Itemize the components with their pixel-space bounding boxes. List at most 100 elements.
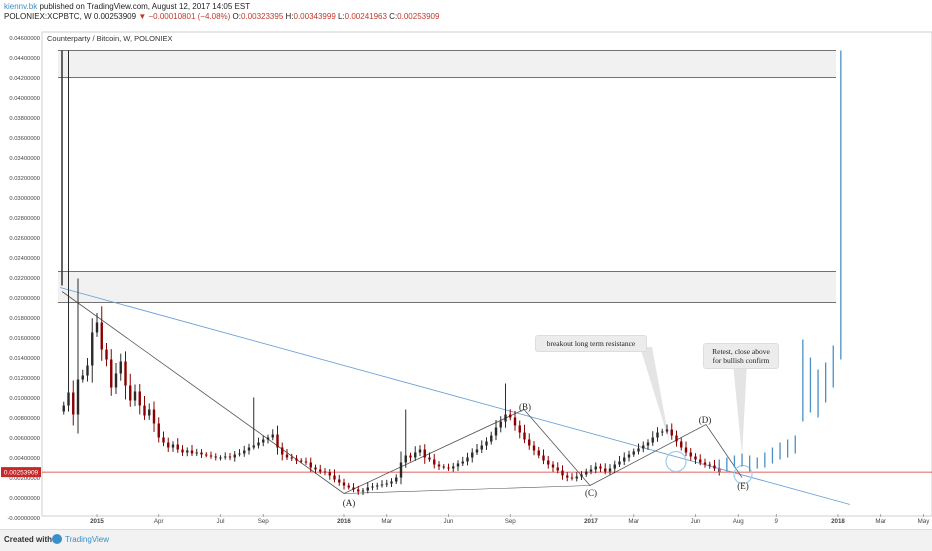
- y-tick-label: 0.02600000: [9, 236, 40, 242]
- candle-body: [91, 332, 94, 366]
- candle-body: [285, 454, 289, 458]
- candle-body: [76, 379, 80, 415]
- candle-body: [300, 460, 303, 462]
- candle-body: [523, 432, 526, 440]
- wave-label: (A): [343, 498, 356, 508]
- annotation-retest: Retest, close above for bullish confirm: [703, 343, 779, 369]
- candle-body: [133, 391, 137, 401]
- candle-body: [247, 447, 251, 451]
- y-tick-label: 0.00400000: [9, 456, 40, 462]
- candle-body: [252, 445, 255, 448]
- candle-body: [708, 464, 711, 466]
- footer-bar: Created with TradingView: [0, 529, 932, 551]
- low-value: 0.00241963: [344, 12, 387, 21]
- candle-body: [651, 437, 654, 443]
- candle-body: [148, 409, 151, 416]
- candle-body: [257, 442, 260, 446]
- candle-body: [190, 450, 194, 454]
- long-term-trendline: [59, 287, 851, 505]
- y-tick-label: 0.00800000: [9, 416, 40, 422]
- candle-body: [352, 487, 355, 490]
- candle-body: [276, 434, 279, 448]
- x-tick-label: Mar: [628, 518, 639, 525]
- candle-body: [561, 470, 564, 476]
- wave-label: (C): [585, 488, 597, 498]
- candle-body: [105, 349, 108, 360]
- candle-body: [461, 461, 464, 464]
- close-label: C:: [389, 12, 398, 21]
- tradingview-icon: [52, 534, 62, 544]
- candle-body: [376, 485, 379, 487]
- candle-body: [456, 463, 460, 467]
- candle-body: [228, 456, 232, 458]
- close-value: 0.00253909: [397, 12, 440, 21]
- candle-body: [661, 431, 664, 433]
- candle-body: [414, 452, 417, 458]
- y-tick-label: 0.01200000: [9, 376, 40, 382]
- candle-body: [585, 471, 588, 475]
- y-axis: 0.04600000 0.04400000 0.04200000 0.04000000…: [7, 36, 40, 522]
- last-price: 0.00253909: [93, 12, 137, 21]
- candle-body: [271, 434, 274, 438]
- breakout-circle: [665, 450, 687, 473]
- candle-body: [599, 466, 602, 469]
- candle-body: [433, 459, 436, 465]
- y-tick-label: 0.01800000: [9, 316, 40, 322]
- wave-base-line: [343, 485, 591, 494]
- x-tick-label: Sep: [505, 518, 517, 525]
- y-tick-label: -0.00000000: [7, 516, 40, 522]
- y-tick-label: 0.01600000: [9, 336, 40, 342]
- high-value: 0.00343999: [293, 12, 336, 21]
- resistance-zone: [58, 271, 836, 303]
- wave-label: (E): [737, 481, 749, 491]
- x-tick-label: May: [918, 518, 931, 525]
- y-tick-label: 0.02000000: [9, 296, 40, 302]
- tradingview-logo[interactable]: TradingView: [52, 534, 109, 544]
- y-tick-label: 0.03000000: [9, 196, 40, 202]
- x-tick-label: Jul: [217, 518, 225, 525]
- candle-body: [342, 482, 346, 486]
- candle-body: [490, 435, 493, 442]
- candle-body: [570, 477, 574, 479]
- candle-body: [186, 450, 189, 453]
- candle-body: [328, 472, 331, 476]
- candle-body: [290, 457, 293, 459]
- candle-body: [551, 464, 555, 468]
- resistance-zone: [58, 50, 836, 78]
- candle-body: [575, 476, 578, 479]
- candle-body: [380, 484, 384, 486]
- candle-body: [347, 485, 350, 488]
- candle-body: [67, 392, 70, 406]
- candle-body: [447, 467, 450, 469]
- candle-body: [171, 444, 175, 448]
- candle-body: [665, 429, 669, 432]
- current-price-badge: 0.00253909: [1, 467, 41, 478]
- candle-body: [176, 444, 179, 450]
- candle-body: [205, 454, 208, 456]
- candle-body: [480, 445, 483, 450]
- candle-body: [556, 467, 559, 471]
- candle-body: [333, 475, 336, 480]
- y-tick-label: 0.03600000: [9, 136, 40, 142]
- candle-body: [423, 449, 426, 458]
- candle-body: [214, 456, 217, 458]
- candle-body: [219, 457, 222, 459]
- x-tick-label: Mar: [875, 518, 886, 525]
- candle-body: [694, 456, 697, 460]
- candle-body: [295, 458, 298, 461]
- wave-label: (D): [699, 415, 712, 425]
- x-tick-label: Mar: [381, 518, 392, 525]
- y-tick-label: 0.04000000: [9, 96, 40, 102]
- candle-body: [485, 441, 488, 446]
- candle-body: [494, 427, 498, 436]
- candle-body: [632, 451, 635, 455]
- candle-body: [357, 489, 360, 492]
- high-label: H:: [285, 12, 294, 21]
- chart-title: Counterparty / Bitcoin, W, POLONIEX: [47, 34, 172, 43]
- candle-body: [675, 435, 678, 442]
- candle-body: [547, 460, 550, 465]
- candle-body: [86, 365, 89, 376]
- candle-body: [646, 442, 650, 446]
- author-link[interactable]: kiennv.bk: [4, 2, 38, 11]
- price-chart[interactable]: 0.04600000 0.04400000 0.04200000 0.04000000…: [0, 0, 932, 529]
